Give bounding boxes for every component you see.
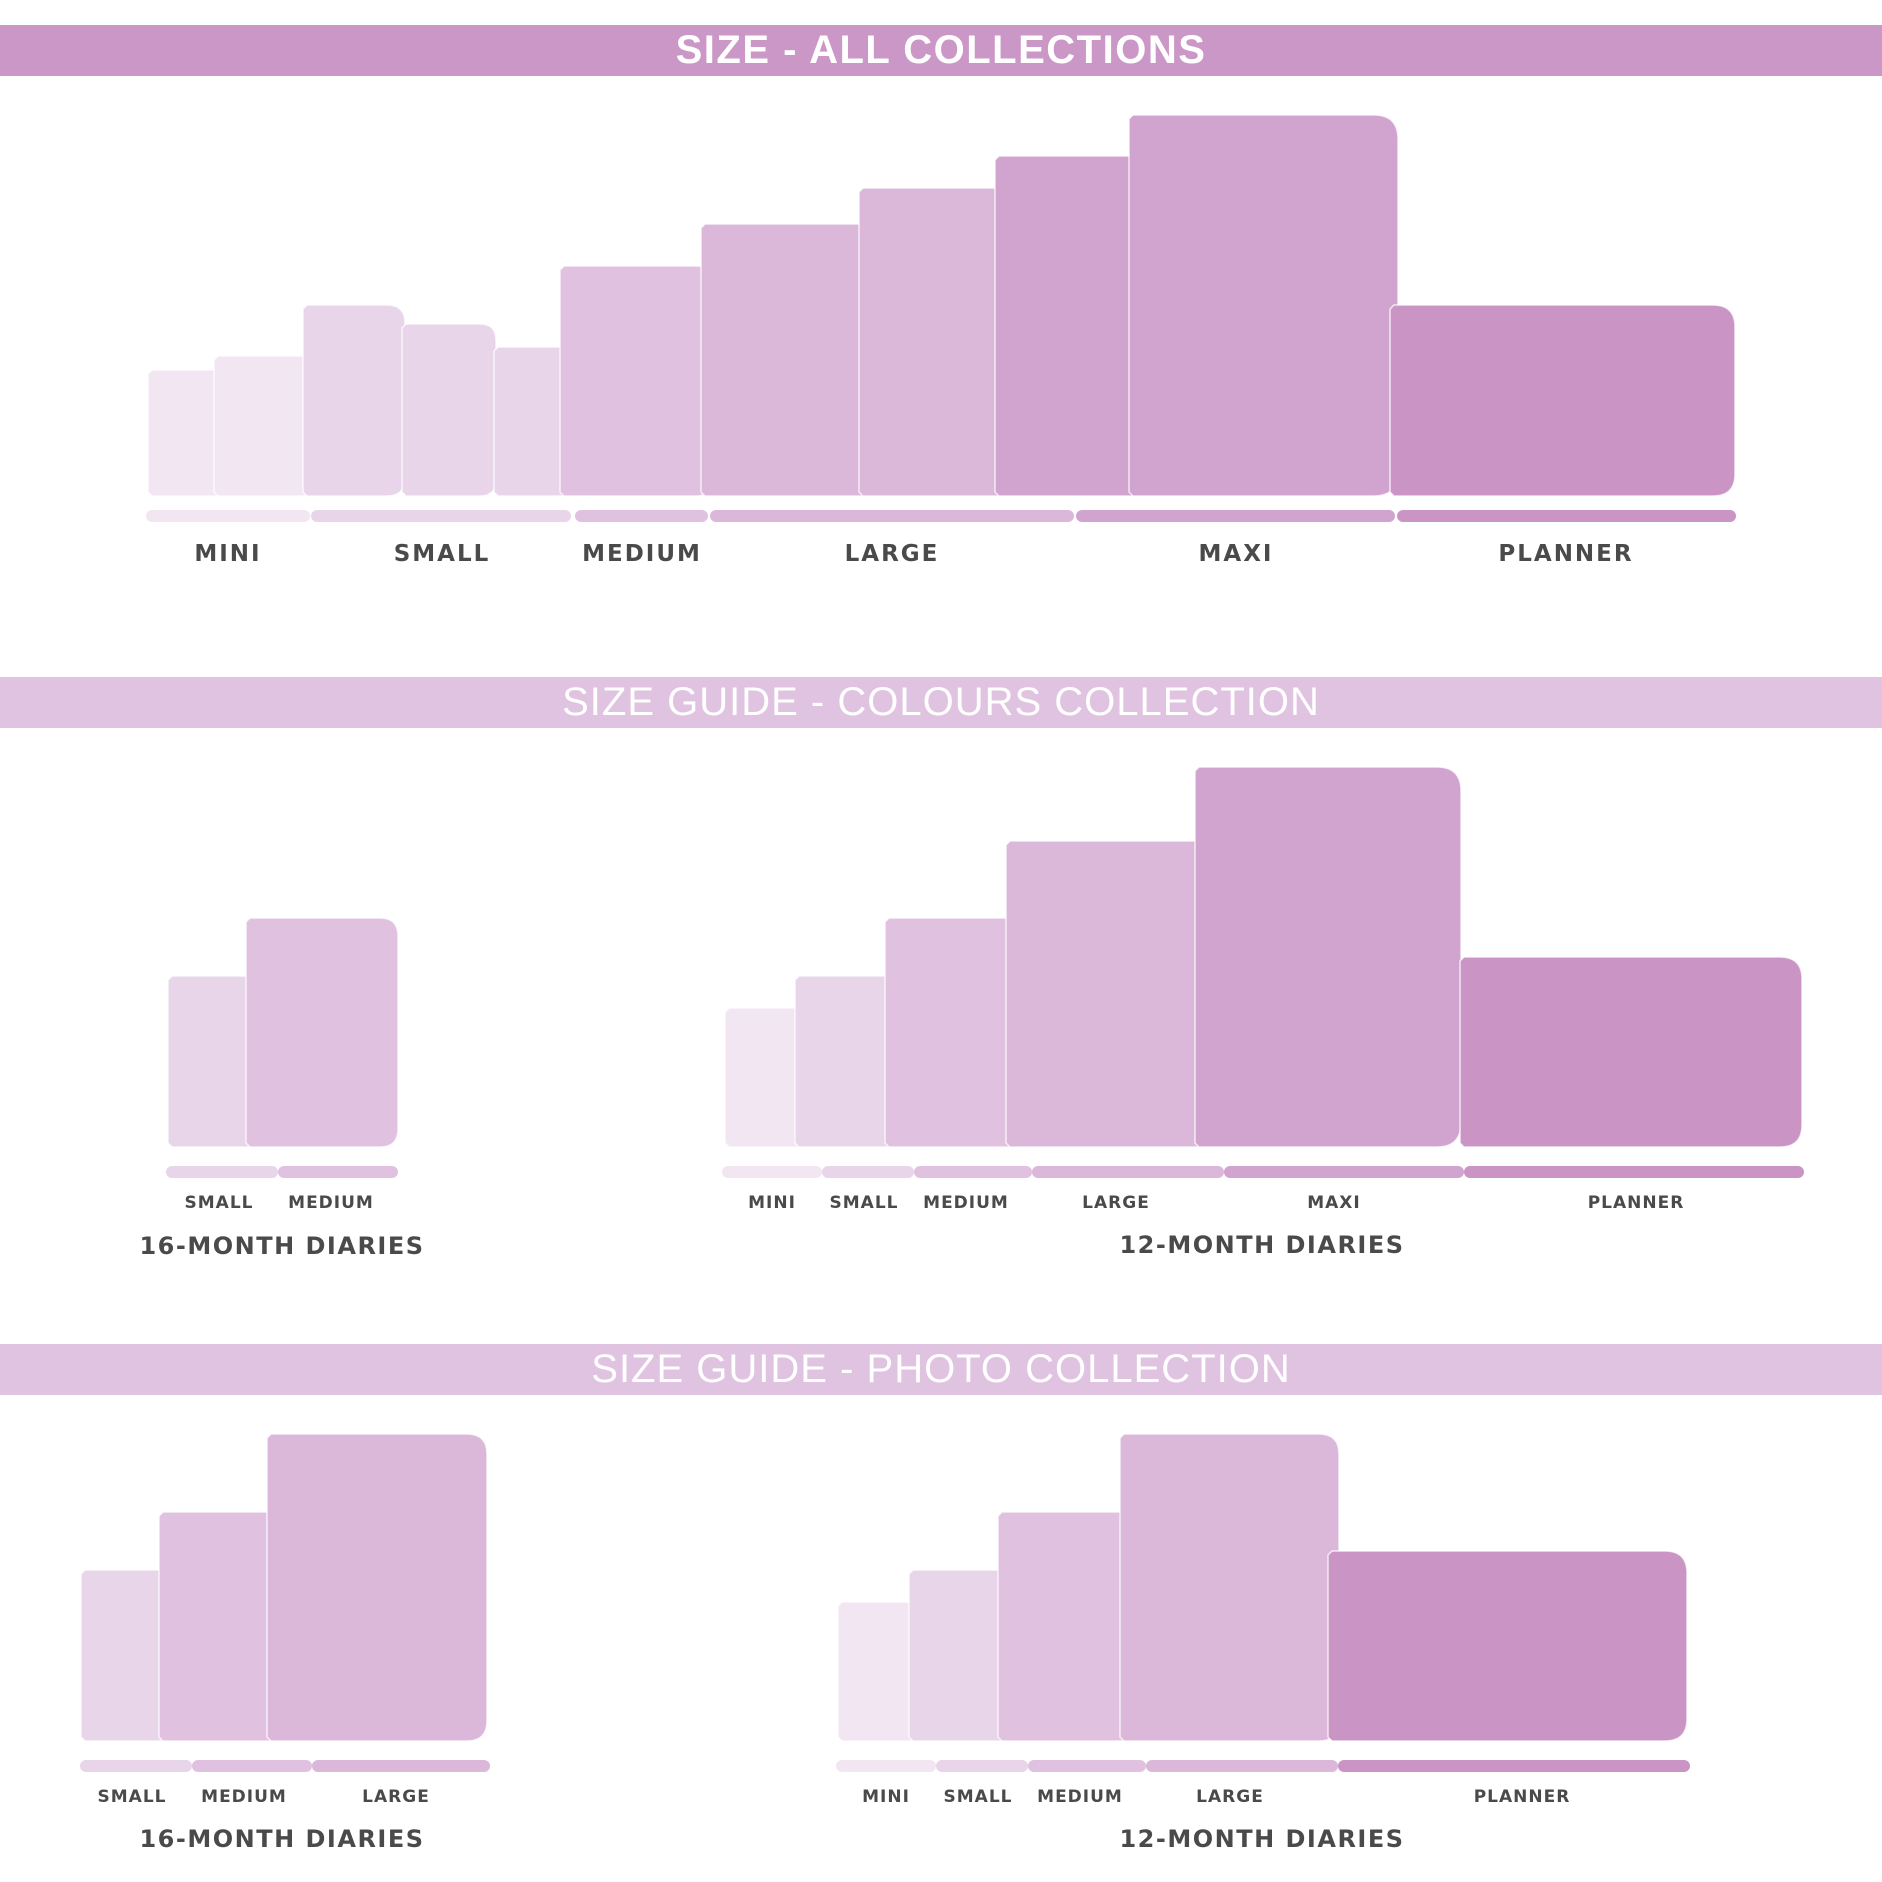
size-label-maxi: MAXI [1199,541,1274,567]
size-bar-4 [1146,1760,1338,1772]
size-bar-3 [914,1166,1032,1178]
size-label-small: SMALL [185,1193,254,1213]
size-label-small: SMALL [98,1787,167,1807]
size-label-large: LARGE [1082,1193,1150,1213]
size-bar-1 [722,1166,822,1178]
size-bar-6 [1397,510,1736,522]
size-label-medium: MEDIUM [923,1193,1009,1213]
diagram-photo-16-month: SMALL MEDIUM LARGE 16-MONTH DIARIES [80,1433,490,1853]
diary-shape-4 [401,323,497,497]
size-bar-1 [836,1760,936,1772]
banner-all-collections: SIZE - ALL COLLECTIONS [0,25,1882,76]
size-bar-2 [311,510,571,522]
size-bar-3 [312,1760,490,1772]
size-label-large: LARGE [845,541,940,567]
section-caption: 16-MONTH DIARIES [139,1825,424,1853]
size-label-large: LARGE [362,1787,430,1807]
size-label-large: LARGE [1196,1787,1264,1807]
size-bar-2 [278,1166,398,1178]
size-label-medium: MEDIUM [201,1787,287,1807]
size-label-maxi: MAXI [1307,1193,1361,1213]
diary-shape-3 [266,1433,488,1742]
diagram-colours-12-month: MINI SMALL MEDIUM LARGE MAXI PLANNER 12-MONTH … [722,766,1804,1259]
diary-shape-6 [1459,956,1803,1148]
size-bar-4 [1032,1166,1224,1178]
size-label-mini: MINI [194,541,261,567]
banner-colours-collection: SIZE GUIDE - COLOURS COLLECTION [0,677,1882,728]
diary-shape-5 [1327,1550,1688,1742]
diary-shape-2 [245,917,399,1148]
diagram-all-collections: MINI SMALL MEDIUM LARGE MAXI PLANNER [146,114,1736,567]
size-bar-3 [1028,1760,1146,1772]
size-label-medium: MEDIUM [1037,1787,1123,1807]
diary-shape-2 [213,355,317,497]
size-bar-5 [1338,1760,1690,1772]
size-label-small: SMALL [830,1193,899,1213]
size-label-small: SMALL [944,1787,1013,1807]
size-bar-3 [575,510,708,522]
diary-shape-5 [1194,766,1462,1148]
size-label-mini: MINI [748,1193,796,1213]
size-bar-1 [166,1166,278,1178]
section-caption: 16-MONTH DIARIES [139,1232,424,1260]
diary-shape-10 [1128,114,1399,497]
diary-shape-3 [302,304,406,497]
section-caption: 12-MONTH DIARIES [1119,1231,1404,1259]
diary-shape-6 [559,265,715,497]
diary-shape-4 [1005,840,1226,1148]
size-label-medium: MEDIUM [582,541,702,567]
section-caption: 12-MONTH DIARIES [1119,1825,1404,1853]
diagram-colours-16-month: SMALL MEDIUM 16-MONTH DIARIES [139,917,424,1260]
size-label-medium: MEDIUM [288,1193,374,1213]
size-bar-2 [192,1760,312,1772]
size-bar-2 [822,1166,914,1178]
diagram-photo-12-month: MINI SMALL MEDIUM LARGE PLANNER 12-MONTH DIAR… [836,1433,1690,1853]
size-label-planner: PLANNER [1588,1193,1685,1213]
size-bar-1 [146,510,310,522]
size-bar-4 [710,510,1074,522]
size-label-planner: PLANNER [1498,541,1633,567]
size-label-planner: PLANNER [1474,1787,1571,1807]
diary-shape-11 [1389,304,1736,497]
banner-photo-collection: SIZE GUIDE - PHOTO COLLECTION [0,1344,1882,1395]
size-bar-5 [1076,510,1395,522]
diary-shape-4 [1119,1433,1340,1742]
size-label-small: SMALL [394,541,491,567]
size-label-mini: MINI [862,1787,910,1807]
size-bar-5 [1224,1166,1464,1178]
size-bar-2 [936,1760,1028,1772]
size-bar-6 [1464,1166,1804,1178]
size-bar-1 [80,1760,192,1772]
